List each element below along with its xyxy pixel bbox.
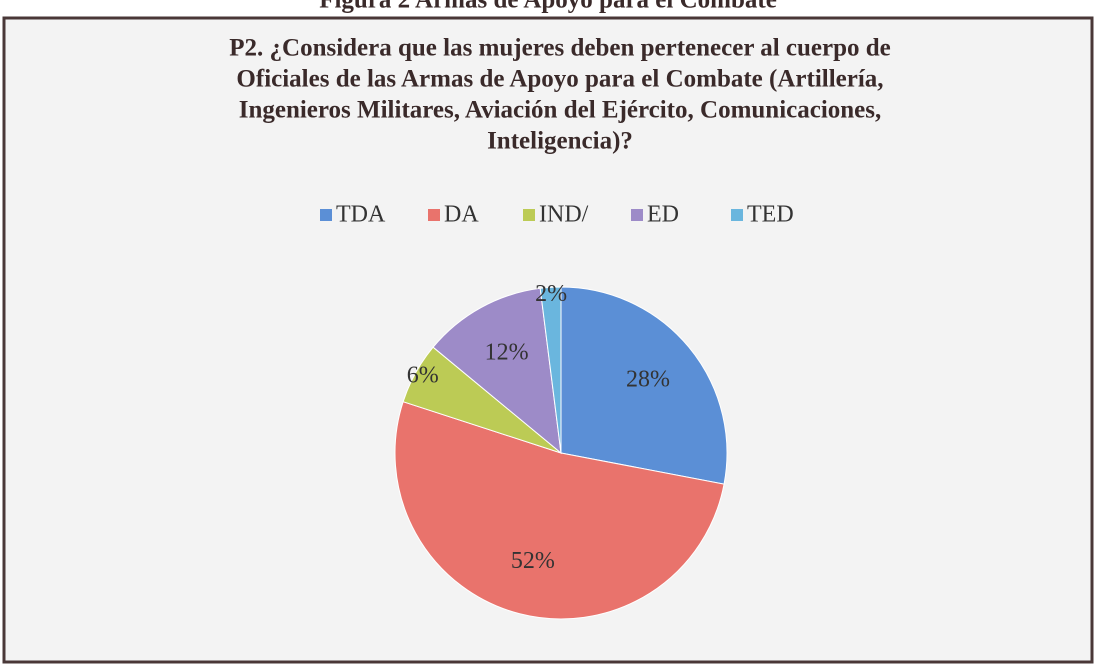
pie-slice [394, 401, 725, 620]
pie-slice [432, 287, 562, 455]
data-label: 2% [535, 281, 567, 307]
chart-title: P2. ¿Considera que las mujeres deben per… [229, 35, 891, 62]
data-label: 12% [485, 340, 529, 366]
legend-swatch [631, 209, 643, 221]
chart-title: Oficiales de las Armas de Apoyo para el … [236, 66, 883, 93]
legend-swatch [320, 209, 332, 221]
pie-slice [560, 286, 728, 485]
legend-label: DA [444, 202, 479, 228]
pie-slice [539, 286, 562, 454]
data-label: 28% [626, 367, 670, 393]
legend-swatch [731, 209, 743, 221]
legend-label: TDA [336, 202, 386, 228]
legend-label: IND/ [539, 202, 589, 228]
legend-swatch [523, 209, 535, 221]
legend-label: TED [747, 202, 794, 228]
data-label: 6% [407, 363, 439, 389]
figure-caption: Figura 2 Armas de Apoyo para el Combate [319, 0, 777, 14]
chart-title: Ingenieros Militares, Aviación del Ejérc… [239, 97, 882, 124]
legend-label: ED [647, 202, 679, 228]
data-label: 52% [511, 548, 555, 574]
legend-swatch [428, 209, 440, 221]
chart-title: Inteligencia)? [487, 128, 633, 155]
